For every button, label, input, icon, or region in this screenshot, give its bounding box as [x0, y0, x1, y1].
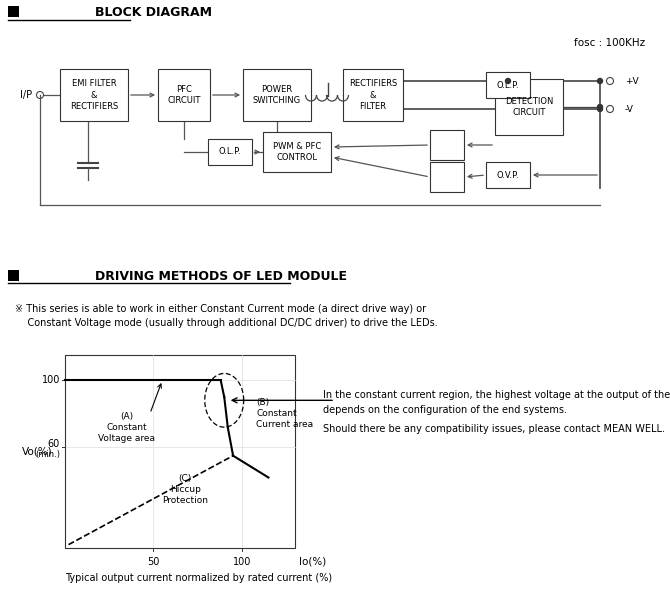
Bar	[486, 72, 530, 98]
Text: fosc : 100KHz: fosc : 100KHz	[574, 38, 645, 48]
Text: (min.): (min.)	[35, 450, 60, 459]
Circle shape	[505, 79, 511, 84]
Text: O.L.P.: O.L.P.	[218, 147, 241, 157]
Text: PWM & PFC
CONTROL: PWM & PFC CONTROL	[273, 142, 321, 162]
Text: (A)
Constant
Voltage area: (A) Constant Voltage area	[98, 411, 155, 443]
Bar	[495, 79, 563, 135]
Text: 100: 100	[42, 375, 60, 385]
Text: (C)
Hiccup
Protection: (C) Hiccup Protection	[162, 473, 208, 505]
Text: Typical output current normalized by rated current (%): Typical output current normalized by rat…	[65, 573, 332, 583]
Text: 50: 50	[147, 557, 159, 567]
Text: Io(%): Io(%)	[299, 557, 327, 567]
Text: +V: +V	[625, 77, 639, 85]
Text: ※ This series is able to work in either Constant Current mode (a direct drive wa: ※ This series is able to work in either …	[15, 304, 426, 314]
Bar	[65, 355, 295, 548]
Text: Constant Voltage mode (usually through additional DC/DC driver) to drive the LED: Constant Voltage mode (usually through a…	[15, 318, 438, 328]
Bar	[343, 69, 403, 121]
Bar	[8, 6, 19, 17]
Text: Vo(%): Vo(%)	[21, 446, 52, 456]
Bar	[430, 162, 464, 192]
Text: BLOCK DIAGRAM: BLOCK DIAGRAM	[95, 7, 212, 20]
Bar	[208, 139, 252, 165]
Text: RECTIFIERS
&
FILTER: RECTIFIERS & FILTER	[349, 79, 397, 111]
Bar	[60, 69, 128, 121]
Text: In the constant current region, the highest voltage at the output of the driver: In the constant current region, the high…	[323, 390, 670, 400]
Text: POWER
SWITCHING: POWER SWITCHING	[253, 85, 301, 105]
Text: I/P: I/P	[20, 90, 32, 100]
Text: 60: 60	[48, 439, 60, 449]
Text: PFC
CIRCUIT: PFC CIRCUIT	[168, 85, 201, 105]
Bar	[158, 69, 210, 121]
Text: Should there be any compatibility issues, please contact MEAN WELL.: Should there be any compatibility issues…	[323, 424, 665, 434]
Bar	[243, 69, 311, 121]
Bar	[486, 162, 530, 188]
Text: DETECTION
CIRCUIT: DETECTION CIRCUIT	[505, 97, 553, 117]
Text: EMI FILTER
&
RECTIFIERS: EMI FILTER & RECTIFIERS	[70, 79, 118, 111]
Circle shape	[598, 104, 602, 109]
Text: depends on the configuration of the end systems.: depends on the configuration of the end …	[323, 405, 567, 415]
Bar	[8, 270, 19, 281]
Text: (B)
Constant
Current area: (B) Constant Current area	[256, 398, 313, 429]
Text: 100: 100	[232, 557, 251, 567]
Bar	[430, 130, 464, 160]
Text: O.L.P.: O.L.P.	[496, 80, 519, 90]
Circle shape	[598, 79, 602, 84]
Bar	[263, 132, 331, 172]
Text: O.V.P.: O.V.P.	[496, 171, 519, 179]
Text: -V: -V	[625, 104, 634, 114]
Circle shape	[598, 106, 602, 112]
Text: DRIVING METHODS OF LED MODULE: DRIVING METHODS OF LED MODULE	[95, 270, 347, 282]
